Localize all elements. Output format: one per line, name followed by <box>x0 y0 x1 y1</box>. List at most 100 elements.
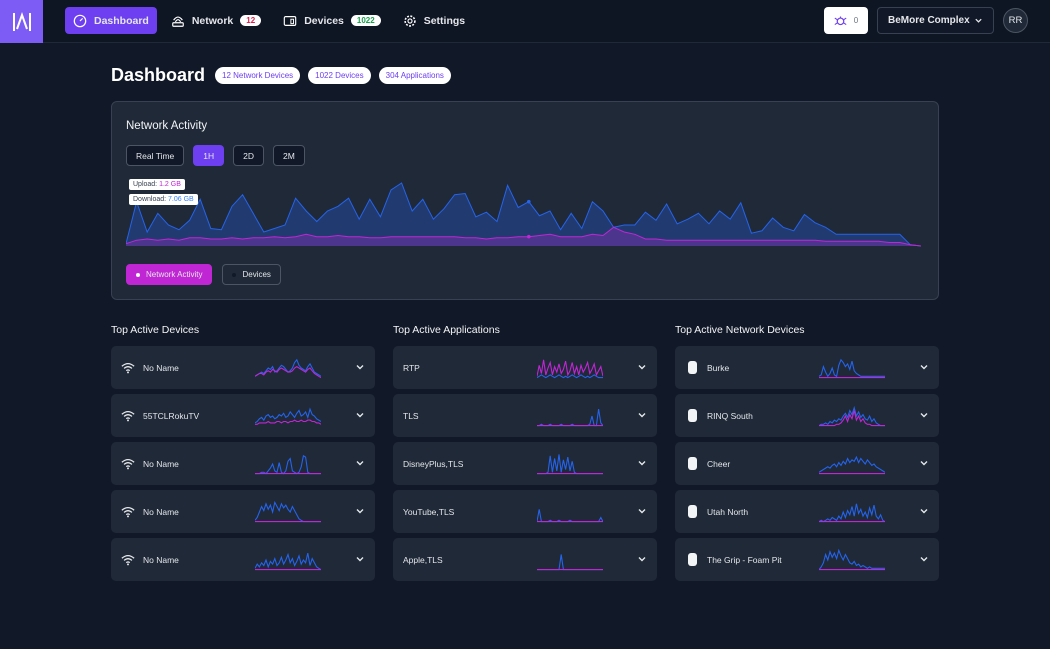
wifi-icon <box>121 409 135 423</box>
nav-network[interactable]: Network 12 <box>163 7 269 34</box>
chevron-down-icon[interactable] <box>355 362 365 372</box>
sparkline-series <box>819 358 885 378</box>
list-item[interactable]: No Name <box>111 442 375 485</box>
chevron-down-icon[interactable] <box>919 458 929 468</box>
wifi-icon <box>121 505 135 519</box>
sparkline-series <box>255 500 321 523</box>
sparkline <box>537 409 603 427</box>
chevron-down-icon[interactable] <box>355 410 365 420</box>
nav-devices[interactable]: Devices 1022 <box>275 7 389 34</box>
list-item[interactable]: RTP <box>393 346 657 389</box>
list-item[interactable]: Utah North <box>675 490 939 533</box>
hover-point <box>527 199 531 204</box>
sparkline-series <box>537 374 603 379</box>
network-devices-badge[interactable]: 12 Network Devices <box>215 67 301 84</box>
site-selector[interactable]: BeMore Complex <box>877 7 994 34</box>
sparkline-series <box>255 454 321 475</box>
access-point-icon <box>685 409 699 423</box>
range-tab-2d[interactable]: 2D <box>233 145 265 166</box>
legend-devices-label: Devices <box>242 270 271 279</box>
bug-icon <box>834 16 847 26</box>
chevron-down-icon[interactable] <box>637 506 647 516</box>
nav-settings-label: Settings <box>423 14 466 27</box>
list-item[interactable]: 55TCLRokuTV <box>111 394 375 437</box>
access-point-icon <box>685 553 699 567</box>
nav-dashboard[interactable]: Dashboard <box>65 7 157 34</box>
logo[interactable] <box>0 0 43 43</box>
list-item[interactable]: Apple,TLS <box>393 538 657 581</box>
legend-network-activity[interactable]: Network Activity <box>126 264 213 285</box>
top-nav: Dashboard Network 12 Devices 1022 Settin… <box>0 0 1050 43</box>
chevron-down-icon[interactable] <box>637 458 647 468</box>
chevron-down-icon[interactable] <box>919 554 929 564</box>
list-item[interactable]: RINQ South <box>675 394 939 437</box>
sparkline-series <box>819 405 885 427</box>
list-item-label: No Name <box>143 458 179 469</box>
list-item-label: 55TCLRokuTV <box>143 410 200 421</box>
chevron-down-icon[interactable] <box>919 362 929 372</box>
sparkline <box>537 359 603 379</box>
sparkline-series <box>819 455 885 473</box>
top-active-devices: Top Active Devices No Name 55TCLRokuTV No … <box>111 324 375 586</box>
column-title: Top Active Devices <box>111 324 200 336</box>
download-tooltip-value: 7.06 GB <box>168 196 194 203</box>
nav-settings[interactable]: Settings <box>395 7 473 34</box>
time-range-tabs: Real Time 1H 2D 2M <box>126 145 305 166</box>
download-series-area <box>126 183 921 246</box>
download-series-line <box>126 182 921 247</box>
chevron-down-icon[interactable] <box>355 506 365 516</box>
chevron-down-icon[interactable] <box>637 554 647 564</box>
sparkline <box>255 500 321 523</box>
chevron-down-icon[interactable] <box>637 362 647 372</box>
list-item-label: RTP <box>403 362 420 373</box>
list-item[interactable]: Burke <box>675 346 939 389</box>
list-item[interactable]: The Grip - Foam Pit <box>675 538 939 581</box>
devices-badge[interactable]: 1022 Devices <box>308 67 371 84</box>
page-title: Dashboard <box>111 65 206 85</box>
notifications-button[interactable]: 0 <box>824 7 868 34</box>
download-tooltip: Download: 7.06 GB <box>129 194 198 205</box>
access-point-icon <box>685 361 699 375</box>
range-tab-2m[interactable]: 2M <box>273 145 305 166</box>
upload-tooltip-value: 1.2 GB <box>159 181 181 188</box>
main-nav: Dashboard Network 12 Devices 1022 Settin… <box>65 7 473 34</box>
sparkline <box>255 358 321 379</box>
wifi-icon <box>121 361 135 375</box>
list-item[interactable]: DisneyPlus,TLS <box>393 442 657 485</box>
applications-badge[interactable]: 304 Applications <box>378 67 451 84</box>
list-item-label: Cheer <box>707 458 731 469</box>
chevron-down-icon[interactable] <box>919 410 929 420</box>
list-item[interactable]: TLS <box>393 394 657 437</box>
list-item[interactable]: No Name <box>111 538 375 581</box>
sparkline <box>537 554 603 571</box>
download-tooltip-label: Download: <box>133 196 167 203</box>
nav-dashboard-label: Dashboard <box>94 14 149 27</box>
card-title: Network Activity <box>126 120 208 132</box>
sparkline <box>255 454 321 475</box>
chevron-down-icon[interactable] <box>919 506 929 516</box>
list-item[interactable]: YouTube,TLS <box>393 490 657 533</box>
list-item[interactable]: No Name <box>111 346 375 389</box>
sparkline-series <box>537 409 603 427</box>
chevron-down-icon[interactable] <box>355 458 365 468</box>
range-tab-1h[interactable]: 1H <box>193 145 225 166</box>
legend-devices[interactable]: Devices <box>222 264 281 285</box>
list-item-label: No Name <box>143 554 179 565</box>
range-tab-realtime[interactable]: Real Time <box>126 145 185 166</box>
network-icon <box>172 16 184 27</box>
chevron-down-icon[interactable] <box>355 554 365 564</box>
wifi-icon <box>121 457 135 471</box>
activity-chart[interactable] <box>126 174 921 250</box>
list-item[interactable]: Cheer <box>675 442 939 485</box>
dashboard-icon <box>73 14 87 27</box>
sparkline-series <box>819 503 885 523</box>
sparkline-series <box>537 509 603 523</box>
avatar[interactable]: RR <box>1003 8 1028 33</box>
upload-tooltip-label: Upload: <box>133 181 158 188</box>
sparkline <box>537 454 603 475</box>
chevron-down-icon[interactable] <box>637 410 647 420</box>
list-item[interactable]: No Name <box>111 490 375 533</box>
access-point-icon <box>685 505 699 519</box>
notifications-count: 0 <box>853 16 859 25</box>
sparkline-series <box>537 359 603 377</box>
